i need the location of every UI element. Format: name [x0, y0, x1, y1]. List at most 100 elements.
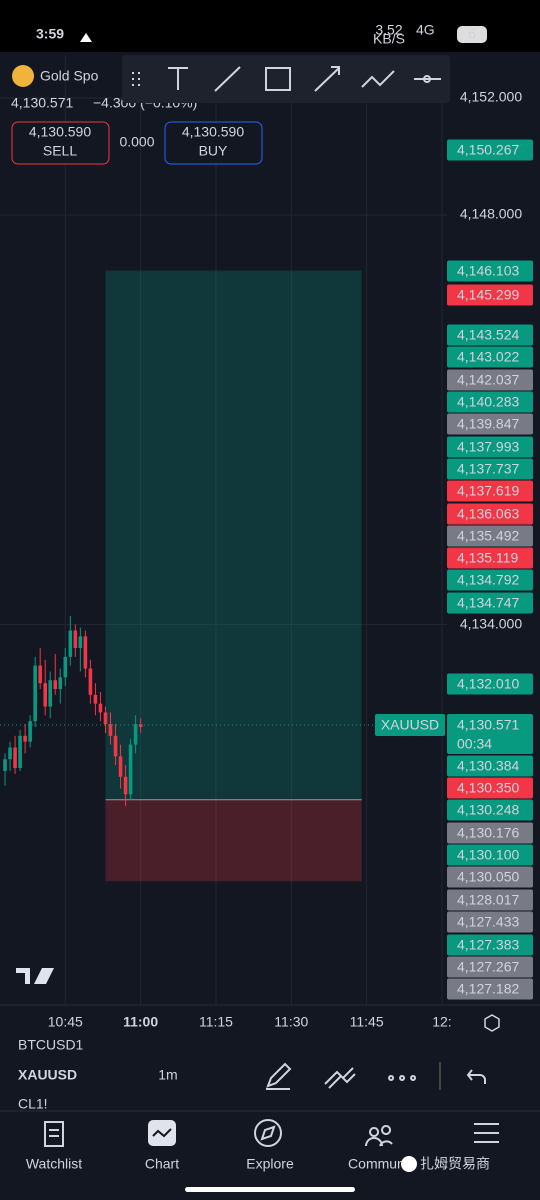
symbol-logo — [12, 65, 34, 87]
x-tick-label: 11:00 — [123, 1014, 158, 1030]
candle-body — [43, 683, 48, 707]
candle-body — [133, 724, 138, 745]
sell-button[interactable] — [11, 121, 110, 165]
chart-area: 4,152.000 4,148.000 4,134.000 10:45 11:00 11:… — [0, 55, 540, 1032]
price-badge-label: 4,130.050 — [457, 869, 519, 885]
price-badge-label: 4,145.299 — [457, 287, 519, 303]
text-tool[interactable] — [168, 67, 188, 90]
net-unit: KB/S — [373, 31, 405, 47]
price-badge — [447, 822, 533, 844]
nav-label[interactable]: Chart — [145, 1156, 179, 1172]
symbol[interactable]: XAUUSD — [18, 1067, 77, 1083]
interval[interactable]: 1m — [158, 1067, 177, 1083]
buy-button[interactable] — [164, 121, 263, 165]
community-icon[interactable] — [365, 1125, 393, 1147]
price-badge-label: 4,150.267 — [457, 142, 519, 158]
price-badge-label: 4,136.063 — [457, 506, 519, 522]
x-tick-label: 10:45 — [48, 1014, 83, 1030]
chart-icon[interactable] — [148, 1120, 176, 1146]
menu-icon[interactable] — [474, 1123, 499, 1143]
price-badge-label: 4,128.017 — [457, 892, 519, 908]
candle-body — [8, 747, 12, 760]
price-badge — [447, 369, 533, 391]
nav-labels: Watchlist Chart Explore Communi — [26, 1156, 408, 1172]
price-badge-label: 4,127.433 — [457, 914, 519, 930]
profit-zone — [105, 270, 362, 800]
line-tool[interactable] — [214, 66, 241, 92]
net-speed: 3.52 — [375, 22, 402, 38]
price-badge — [447, 714, 533, 754]
y-tick-label: 4,152.000 — [460, 89, 522, 105]
battery — [457, 26, 487, 43]
price-badge — [447, 503, 533, 525]
price-badge-label: 4,142.037 — [457, 372, 519, 388]
candle-body — [68, 630, 73, 657]
symbol-tag — [375, 713, 445, 736]
home-indicator — [185, 1187, 355, 1192]
draw-button[interactable] — [266, 1062, 292, 1090]
price-badge — [447, 889, 533, 911]
price-badge-label: 4,130.350 — [457, 780, 519, 796]
price-badge-label: 4,127.267 — [457, 959, 519, 975]
price-badge — [447, 480, 533, 502]
symbol-below: CL1! — [18, 1096, 48, 1112]
price-badge-label: 4,134.747 — [457, 595, 519, 611]
rect-tool[interactable] — [265, 67, 291, 91]
explore-icon[interactable] — [254, 1119, 282, 1147]
price-badge — [447, 799, 533, 821]
candle-body — [108, 724, 113, 736]
x-tick-label: 11:15 — [199, 1014, 233, 1030]
price-badge-label: 4,137.993 — [457, 439, 519, 455]
spread: 0.000 — [119, 134, 154, 150]
candle-body — [63, 656, 68, 678]
candle-body — [118, 756, 123, 777]
loss-zone — [105, 799, 362, 882]
nav-label[interactable]: Explore — [246, 1156, 294, 1172]
symbol-name[interactable]: Gold Spo — [40, 68, 99, 84]
battery-level: 6 — [468, 26, 476, 42]
arrow-tool[interactable] — [314, 66, 340, 92]
price-badge-label: 4,130.571 — [457, 717, 519, 733]
watchlist-icon[interactable] — [44, 1121, 64, 1147]
chart-icon-line — [152, 1128, 172, 1138]
symbol-tag-label: XAUUSD — [381, 717, 439, 733]
price-badge-label: 4,132.010 — [457, 676, 519, 692]
candle-body — [3, 759, 7, 771]
price-badge — [447, 413, 533, 435]
hline-tool[interactable] — [414, 75, 441, 83]
drag-handle[interactable] — [132, 72, 140, 86]
nav-label[interactable]: Watchlist — [26, 1156, 82, 1172]
price-badge-label: 4,139.847 — [457, 416, 519, 432]
indicators-button[interactable] — [324, 1067, 356, 1089]
candle-body — [103, 712, 108, 725]
price-badge — [447, 525, 533, 547]
candle-body — [13, 747, 17, 769]
x-tick-label: 11:45 — [350, 1014, 384, 1030]
undo-button[interactable] — [466, 1069, 486, 1084]
price-badge-label: 4,135.492 — [457, 528, 519, 544]
price-badge — [447, 324, 533, 346]
price-badge — [447, 866, 533, 888]
drawing-toolbar — [122, 55, 450, 103]
status-bar — [0, 0, 540, 52]
candle-body — [113, 735, 118, 757]
nav-label[interactable]: Communi — [348, 1156, 408, 1172]
path-tool[interactable] — [361, 70, 395, 88]
price-badge — [447, 844, 533, 866]
status-icon — [80, 33, 92, 42]
price-badge — [447, 978, 533, 1000]
settings-icon[interactable] — [484, 1014, 500, 1032]
nav-bar — [0, 1112, 540, 1200]
price-badge — [447, 592, 533, 614]
price-badge-label: 4,127.182 — [457, 981, 519, 997]
buy-label: BUY — [199, 143, 228, 159]
buy-price: 4,130.590 — [182, 124, 244, 140]
bottom-toolbar — [0, 1040, 540, 1110]
candle-body — [28, 721, 32, 742]
price-badge — [447, 547, 533, 569]
y-tick-label: 4,148.000 — [460, 206, 522, 222]
sell-label: SELL — [43, 143, 77, 159]
price-badge-label: 4,127.383 — [457, 937, 519, 953]
more-button[interactable] — [388, 1075, 417, 1081]
candle-body — [53, 680, 58, 690]
